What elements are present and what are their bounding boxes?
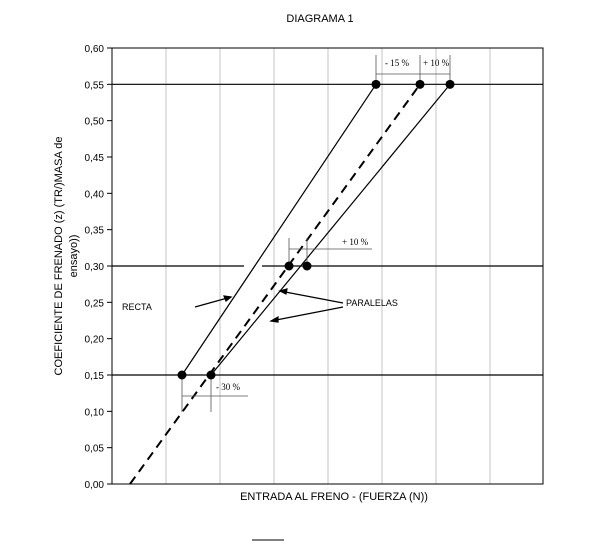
label-recta: RECTA — [122, 302, 152, 312]
annotation-plus-10-upper: + 10 % — [423, 58, 450, 68]
paralelas-arrowhead-upper — [278, 288, 288, 295]
data-point-marker — [177, 370, 187, 380]
data-point-marker — [445, 79, 455, 89]
annotation-minus-30: - 30 % — [216, 382, 240, 392]
series-layer — [129, 83, 451, 485]
data-point-marker — [206, 370, 216, 380]
y-tick-label: 0,00 — [85, 480, 105, 491]
series-line-2 — [129, 83, 421, 485]
y-tick-label: 0,05 — [85, 444, 105, 455]
y-axis-label-continued: ensayo)) — [68, 235, 80, 278]
y-tick-label: 0,40 — [85, 189, 105, 200]
reference-lines — [112, 83, 543, 376]
data-point-marker — [371, 79, 381, 89]
y-tick-label: 0,30 — [85, 262, 105, 273]
markers — [177, 79, 455, 380]
annotation-plus-10-middle: + 10 % — [342, 237, 369, 247]
tolerance-brackets — [181, 55, 451, 412]
series-line-3 — [210, 83, 451, 376]
paralelas-arrow-upper — [279, 290, 344, 304]
y-tick-label: 0,45 — [85, 153, 105, 164]
x-axis-label: ENTRADA AL FRENO - (FUERZA (N)) — [240, 491, 428, 503]
y-tick-label: 0,25 — [85, 298, 105, 309]
y-tick-label: 0,50 — [85, 117, 105, 128]
paralelas-arrow-lower — [270, 306, 344, 322]
y-tick-label: 0,15 — [85, 371, 105, 382]
y-tick-label: 0,35 — [85, 226, 105, 237]
y-tick-label: 0,55 — [85, 80, 105, 91]
y-tick-label: 0,10 — [85, 407, 105, 418]
paralelas-arrowhead-lower — [269, 315, 279, 323]
y-tick-label: 0,60 — [85, 44, 105, 55]
y-axis-ticks: 0,00 0,05 0,10 0,15 0,20 0,25 0,30 0,35 0,40 0,45… — [85, 44, 112, 491]
data-point-marker — [415, 79, 425, 89]
chart-title: DIAGRAMA 1 — [286, 13, 353, 25]
annotation-arrows — [194, 288, 344, 323]
y-axis-label: COEFICIENTE DE FRENADO (z) (TR/)MASA de — [53, 137, 65, 376]
recta-arrowhead — [223, 295, 233, 302]
annotation-minus-15: - 15 % — [385, 58, 409, 68]
y-tick-label: 0,20 — [85, 335, 105, 346]
series-line-1 — [181, 84, 377, 376]
label-paralelas: PARALELAS — [346, 298, 398, 308]
data-point-marker — [284, 261, 294, 271]
data-point-marker — [302, 261, 312, 271]
